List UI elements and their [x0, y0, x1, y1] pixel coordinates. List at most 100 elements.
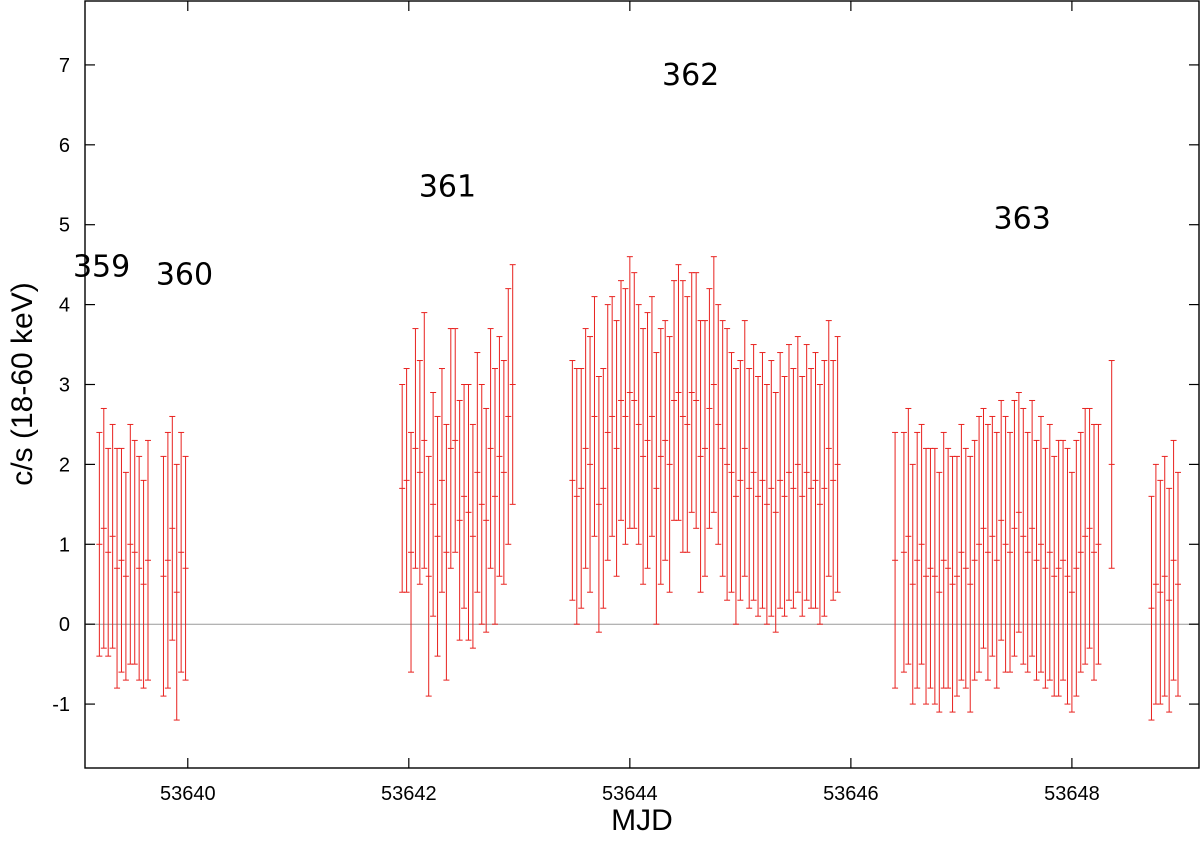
x-tick-label: 53642 — [381, 783, 437, 805]
data-point — [469, 423, 476, 649]
data-point — [626, 256, 633, 529]
data-point — [465, 384, 472, 641]
data-point — [622, 288, 629, 545]
data-point — [169, 415, 176, 641]
data-point — [834, 336, 841, 593]
data-point — [706, 288, 713, 529]
data-point — [136, 455, 143, 681]
data-point — [452, 328, 459, 553]
data-point — [96, 431, 103, 657]
data-point — [989, 415, 996, 657]
data-point — [746, 368, 753, 609]
data-point — [618, 280, 625, 521]
data-point — [759, 352, 766, 609]
data-point — [421, 312, 428, 569]
data-point — [474, 352, 481, 593]
data-point — [715, 304, 722, 545]
data-point — [1064, 447, 1071, 705]
data-point — [750, 344, 757, 601]
data-point — [416, 360, 423, 585]
data-point — [105, 447, 112, 657]
y-tick-label: 2 — [59, 454, 70, 476]
data-point — [140, 479, 147, 689]
data-point — [399, 384, 406, 593]
data-point — [781, 376, 788, 617]
data-point — [1082, 407, 1089, 665]
data-point — [492, 368, 499, 625]
data-point — [1077, 431, 1084, 673]
data-point — [1108, 360, 1115, 569]
data-point — [160, 455, 167, 697]
data-point — [679, 280, 686, 553]
data-point — [755, 376, 762, 617]
data-point — [604, 304, 611, 561]
data-point — [1020, 407, 1027, 665]
data-point — [1015, 391, 1022, 633]
data-point — [496, 336, 503, 577]
data-point — [785, 344, 792, 601]
data-point — [122, 471, 129, 681]
data-point — [1157, 479, 1164, 705]
data-point — [144, 439, 151, 681]
data-point — [1068, 471, 1075, 713]
data-point — [178, 431, 185, 673]
data-point — [763, 384, 770, 625]
data-point — [609, 296, 616, 537]
observation-label: 361 — [419, 170, 476, 205]
y-tick-label: 0 — [59, 614, 70, 636]
data-point — [595, 376, 602, 633]
x-axis-title: MJD — [611, 804, 673, 837]
data-point — [830, 360, 837, 601]
data-point — [1161, 455, 1168, 697]
data-point — [1046, 423, 1053, 681]
data-point — [438, 368, 445, 593]
data-point — [173, 463, 180, 721]
data-point — [728, 352, 735, 593]
data-point — [1148, 495, 1155, 721]
data-point — [631, 272, 638, 529]
data-point — [1042, 447, 1049, 689]
x-tick-label: 53648 — [1044, 783, 1100, 805]
y-tick-label: 5 — [59, 215, 70, 237]
data-point — [483, 407, 490, 633]
data-point — [732, 368, 739, 625]
y-tick-label: 1 — [59, 534, 70, 556]
data-point — [573, 368, 580, 625]
data-point — [666, 336, 673, 593]
data-point — [905, 407, 912, 665]
data-point — [724, 328, 731, 601]
data-point — [1170, 439, 1177, 681]
data-point — [909, 463, 916, 705]
data-point — [949, 455, 956, 713]
data-point — [430, 391, 437, 617]
data-point — [980, 407, 987, 649]
data-point — [613, 320, 620, 577]
data-point — [131, 439, 138, 665]
data-point — [808, 368, 815, 609]
data-point — [653, 352, 660, 625]
data-point — [114, 447, 121, 689]
data-point — [671, 280, 678, 521]
data-point — [569, 360, 576, 601]
data-point — [998, 399, 1005, 641]
data-point — [697, 320, 704, 593]
data-point — [1033, 439, 1040, 681]
error-bars — [96, 256, 1182, 721]
data-point — [1060, 439, 1067, 681]
data-point — [578, 368, 585, 609]
data-point — [936, 471, 943, 713]
data-point — [900, 431, 907, 673]
data-point — [1152, 463, 1159, 705]
data-point — [1175, 471, 1182, 697]
data-point — [487, 328, 494, 569]
data-point — [693, 272, 700, 529]
y-axis-title: c/s (18-60 keV) — [6, 282, 39, 485]
y-tick-label: 6 — [59, 135, 70, 157]
data-point — [984, 423, 991, 681]
data-point — [976, 415, 983, 673]
observation-labels: 359 360 361 362 363 — [73, 58, 1051, 293]
data-point — [799, 376, 806, 617]
data-point — [644, 312, 651, 569]
data-point — [892, 431, 899, 689]
data-point — [1011, 399, 1018, 657]
